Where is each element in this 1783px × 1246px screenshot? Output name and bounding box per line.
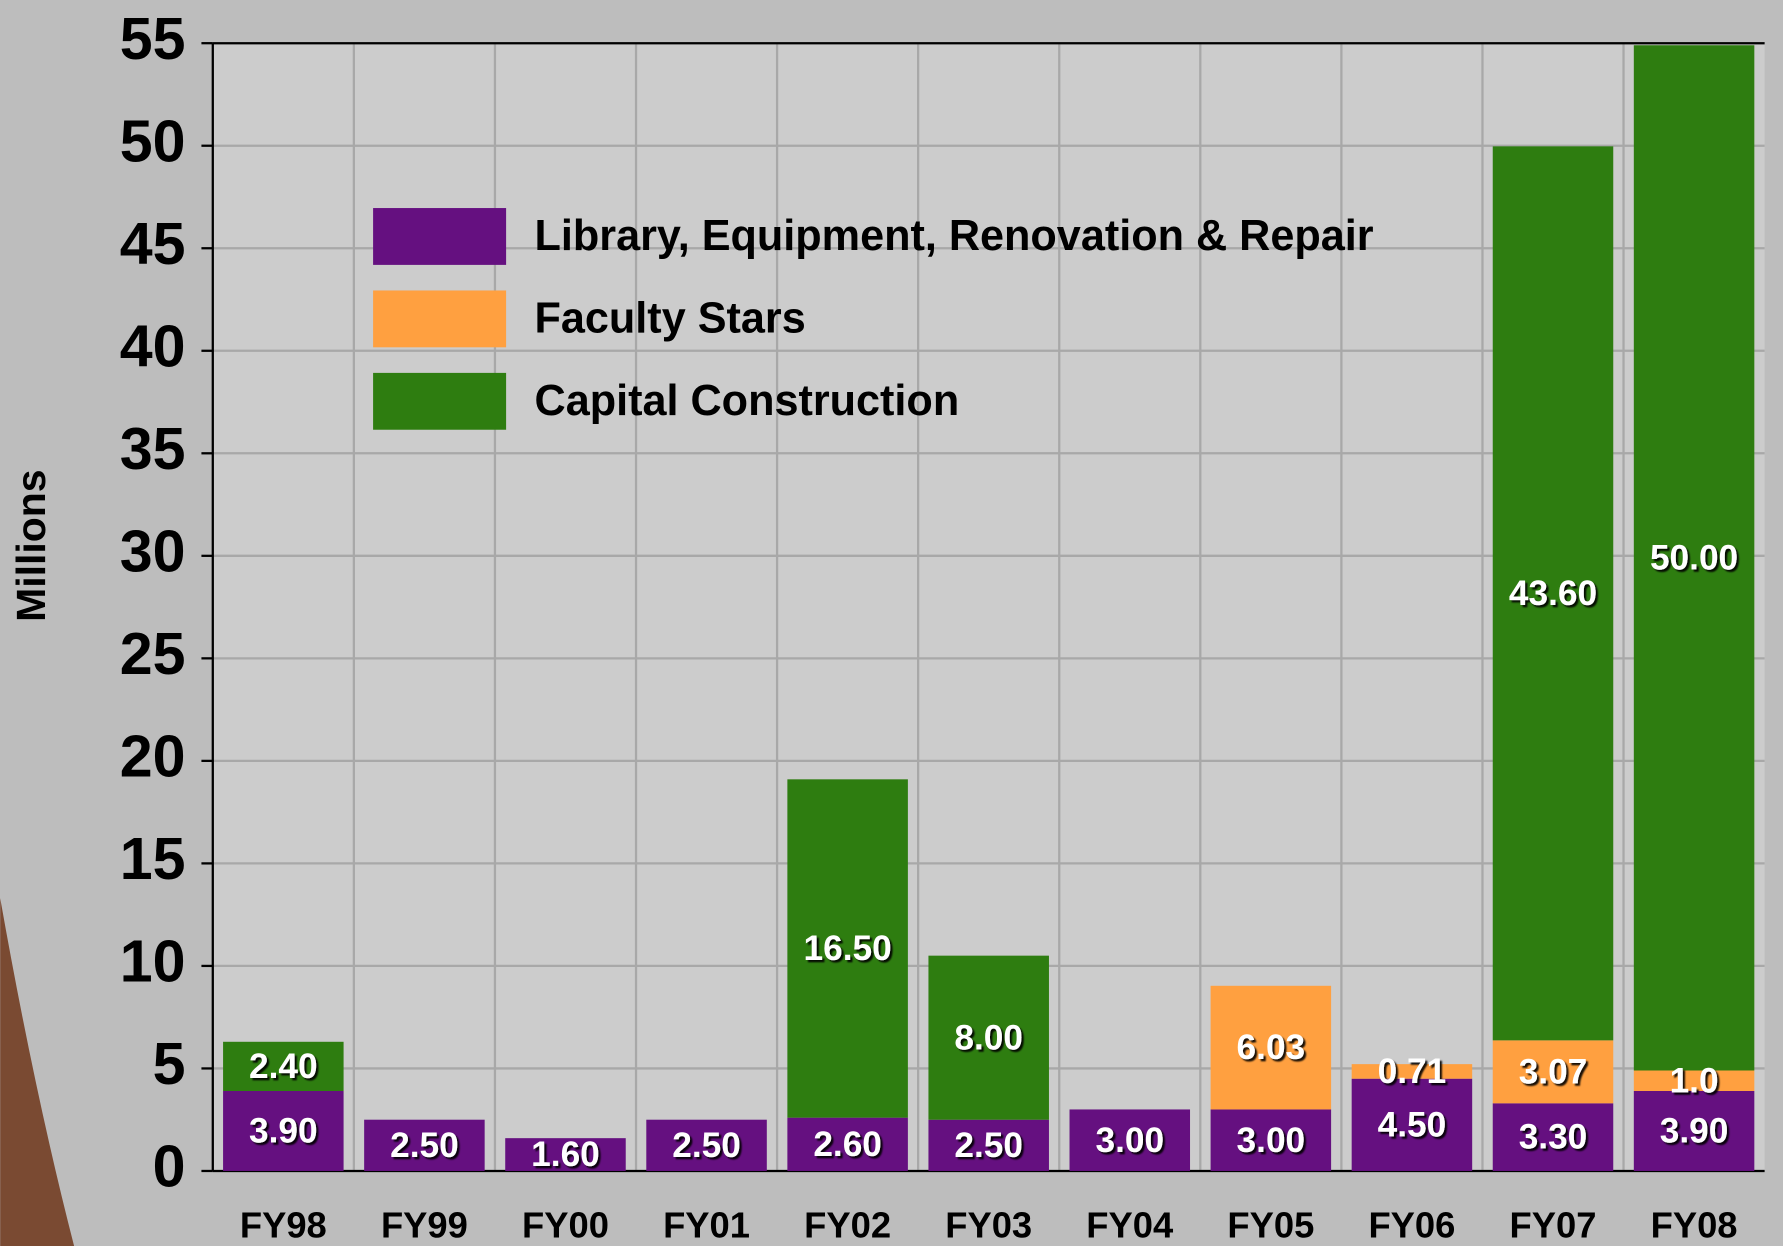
bar-segment: [787, 1117, 908, 1171]
y-tick-label: 40: [120, 312, 186, 379]
y-tick-label: 50: [120, 107, 186, 174]
value-label: 50.00: [1650, 538, 1738, 577]
bar-segment: [928, 1119, 1049, 1171]
y-tick-label: 45: [120, 210, 186, 277]
bar-segment: [223, 1041, 344, 1091]
bar-segment: [1351, 1078, 1473, 1171]
decoration: [0, 898, 75, 1246]
value-label: 2.50: [390, 1126, 459, 1165]
bar-segment: [1633, 1070, 1755, 1091]
value-label: 3.30: [1519, 1118, 1588, 1157]
bar-segment: [646, 1119, 767, 1171]
y-tick-label: 35: [120, 415, 186, 482]
value-label: 3.00: [1095, 1121, 1164, 1160]
y-tick-label: 20: [120, 722, 186, 789]
legend-swatch: [373, 372, 507, 430]
y-tick-label: 15: [120, 825, 186, 892]
x-tick-label: FY99: [381, 1204, 468, 1245]
value-label: 2.40: [249, 1047, 318, 1086]
y-tick-label: 55: [120, 5, 186, 72]
value-label: 2.50: [672, 1126, 741, 1165]
y-axis-label: Millions: [8, 470, 54, 622]
y-tick-label: 25: [120, 620, 186, 687]
value-label: 6.03: [1237, 1028, 1306, 1067]
bar-segment: [1492, 1040, 1614, 1104]
legend-swatch: [373, 208, 507, 265]
x-tick-label: FY05: [1227, 1204, 1314, 1245]
bar-segment: [1492, 146, 1614, 1041]
x-tick-label: FY02: [804, 1204, 891, 1245]
bar-segment: [1492, 1103, 1614, 1171]
y-tick-label: 0: [153, 1133, 186, 1200]
legend-label: Library, Equipment, Renovation & Repair: [535, 212, 1374, 260]
x-tick-label: FY03: [945, 1204, 1032, 1245]
bar-segment: [1069, 1109, 1191, 1171]
y-tick-label: 10: [120, 928, 186, 995]
x-tick-label: FY08: [1651, 1204, 1738, 1245]
value-label: 3.90: [1660, 1112, 1729, 1151]
x-tick-label: FY07: [1510, 1204, 1597, 1245]
x-tick-label: FY04: [1086, 1204, 1174, 1245]
bar-segment: [1210, 1109, 1332, 1171]
value-label: 3.07: [1519, 1052, 1588, 1091]
value-label: 43.60: [1509, 574, 1597, 613]
x-tick-label: FY00: [522, 1204, 609, 1245]
bar-segment: [223, 1090, 344, 1171]
value-label: 16.50: [804, 929, 892, 968]
value-label: 1.0: [1670, 1061, 1719, 1100]
y-tick-label: 5: [153, 1030, 186, 1097]
legend-swatch: [373, 290, 507, 348]
x-tick-label: FY01: [663, 1204, 750, 1245]
y-tick-label: 30: [120, 517, 186, 584]
bar-segment: [1633, 45, 1755, 1071]
bar-segment: [1633, 1090, 1755, 1171]
bar-segment: [928, 955, 1049, 1120]
x-tick-label: FY98: [240, 1204, 327, 1245]
x-tick-label: FY06: [1368, 1204, 1455, 1245]
value-label: 8.00: [954, 1018, 1023, 1057]
bars: [223, 45, 1755, 1171]
bar-segment: [1351, 1064, 1473, 1079]
value-label: 2.50: [954, 1126, 1023, 1165]
bar-segment: [787, 779, 908, 1118]
bar-segment: [1210, 985, 1332, 1110]
value-label: 0.71: [1378, 1052, 1447, 1091]
value-label: 3.90: [249, 1112, 318, 1151]
value-label: 4.50: [1378, 1105, 1447, 1144]
value-label: 1.60: [531, 1135, 600, 1174]
legend-label: Capital Construction: [535, 377, 960, 425]
value-label: 2.60: [813, 1125, 882, 1164]
legend-label: Faculty Stars: [535, 295, 806, 343]
value-label: 3.00: [1237, 1121, 1306, 1160]
labels: 0 5 10 15 20 25 30 35 40 45 50 55 FY98 3.90 2.40 FY99 2.…: [120, 5, 1738, 1246]
bar-segment: [364, 1119, 485, 1171]
bar-segment: [505, 1138, 626, 1171]
